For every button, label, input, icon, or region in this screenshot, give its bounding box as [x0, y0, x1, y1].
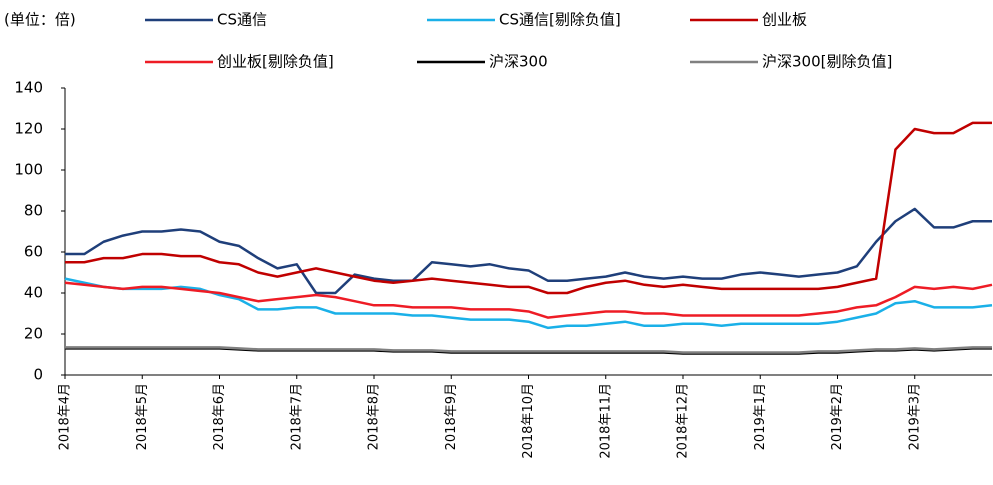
series-line — [65, 121, 992, 295]
x-tick-label: 2018年8月 — [367, 383, 382, 450]
legend-label: CS通信[剔除负值] — [499, 11, 621, 29]
x-tick-label: 2018年5月 — [135, 383, 150, 450]
x-tick-label: 2018年10月 — [521, 383, 536, 459]
legend-label: 创业板[剔除负值] — [217, 53, 334, 71]
x-tick-label: 2019年1月 — [753, 383, 768, 450]
x-tick-label: 2018年7月 — [289, 383, 304, 450]
series-line — [64, 281, 993, 319]
y-tick-label: 60 — [24, 243, 43, 261]
x-tick-label: 2018年9月 — [444, 383, 459, 450]
x-tick-label: 2018年4月 — [58, 383, 73, 450]
x-tick-label: 2019年2月 — [830, 383, 845, 450]
y-tick-label: 100 — [14, 161, 43, 179]
x-tick-label: 2019年3月 — [907, 383, 922, 450]
y-tick-label: 0 — [33, 366, 43, 384]
y-tick-label: 140 — [14, 79, 43, 97]
legend-label: 沪深300 — [489, 53, 548, 71]
y-tick-label: 40 — [24, 284, 43, 302]
x-tick-label: 2018年6月 — [212, 383, 227, 450]
x-tick-label: 2018年11月 — [598, 383, 613, 459]
series-line — [64, 277, 993, 330]
series-line — [65, 207, 992, 295]
legend-label: CS通信 — [217, 11, 267, 29]
unit-label: (单位：倍) — [4, 11, 76, 29]
y-tick-label: 120 — [14, 120, 43, 138]
legend-label: 沪深300[剔除负值] — [762, 53, 892, 71]
legend-label: 创业板 — [762, 11, 807, 29]
series-line — [65, 346, 992, 354]
x-tick-label: 2018年12月 — [676, 383, 691, 459]
y-tick-label: 20 — [24, 325, 43, 343]
y-tick-label: 80 — [24, 202, 43, 220]
